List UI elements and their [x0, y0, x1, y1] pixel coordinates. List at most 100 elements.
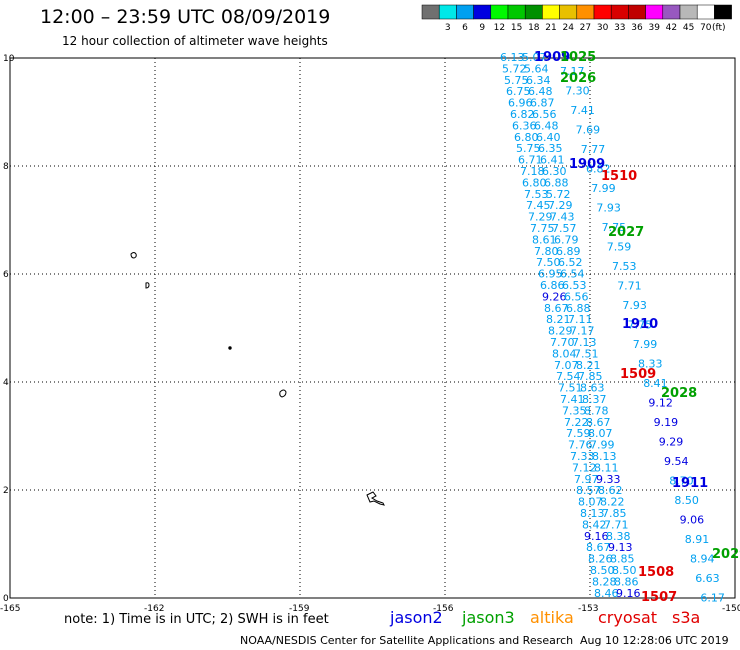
wave-height-label: 8.22: [600, 496, 625, 509]
pass-time-label: 1508: [638, 565, 674, 580]
observation-track: 6.135.075.725.645.756.346.756.486.966.87…: [500, 50, 740, 605]
legend-label: 6: [462, 23, 468, 33]
wave-height-label: 6.87: [530, 97, 555, 110]
wave-height-label: 8.61: [532, 233, 557, 246]
pass-time-label: 1911: [672, 476, 708, 491]
wave-height-label: 6.35: [538, 142, 563, 155]
wave-height-label: 7.30: [565, 85, 590, 98]
wave-height-label: 8.26: [588, 553, 613, 566]
wave-height-label: 6.75: [506, 85, 531, 98]
wave-height-label: 8.13: [592, 450, 617, 463]
wave-height-label: 8.04: [552, 347, 577, 360]
legend-label: 24: [562, 23, 574, 33]
wave-height-label: 6.82: [586, 163, 611, 176]
bottom-note: note: 1) Time is in UTC; 2) SWH is in fe…: [64, 612, 329, 627]
wave-height-label: 8.85: [610, 553, 635, 566]
wave-height-label: 9.13: [608, 541, 633, 554]
wave-height-label: 6.80: [522, 176, 547, 189]
wave-height-label: 6.89: [556, 245, 581, 258]
wave-height-label: 8.21: [576, 359, 601, 372]
y-tick: 8: [3, 162, 9, 172]
wave-height-label: 5.64: [524, 62, 549, 75]
wave-height-label: 6.80: [514, 131, 539, 144]
sat-jason2: jason2: [390, 608, 443, 627]
wave-height-label: 7.51: [558, 382, 583, 395]
y-tick: 6: [3, 270, 9, 280]
pass-time-label: 2029: [712, 547, 740, 562]
wave-height-label: 7.99: [633, 338, 658, 351]
wave-height-label: 8.63: [580, 382, 605, 395]
grid-lines: [10, 58, 735, 598]
timestamp: Aug 10 12:28:06 UTC 2019: [580, 634, 729, 647]
pass-time-label: 1910: [622, 317, 658, 332]
wave-height-label: 7.54: [556, 370, 581, 383]
pass-time-label: 1025: [560, 50, 596, 65]
wave-height-label: 6.96: [508, 97, 533, 110]
wave-height-label: 6.13: [500, 51, 525, 64]
legend-label: 18: [528, 23, 540, 33]
pass-time-label: 2028: [661, 386, 697, 401]
legend-label: 45: [683, 23, 694, 33]
wave-height-label: 6.86: [540, 279, 565, 292]
wave-height-label: 8.67: [544, 302, 569, 315]
wave-height-label: 8.86: [614, 575, 639, 588]
legend-swatch: [593, 4, 612, 20]
wave-height-label: 6.82: [510, 108, 535, 121]
wave-height-label: 8.33: [638, 358, 663, 371]
wave-height-label: 7.99: [590, 439, 615, 452]
legend-swatch: [507, 4, 526, 20]
wave-height-label: 8.07: [588, 427, 613, 440]
wave-height-label: 6.53: [562, 279, 587, 292]
wave-height-label: 6.88: [566, 302, 591, 315]
y-tick: 10: [3, 54, 15, 64]
wave-height-label: 8.67: [586, 416, 611, 429]
wave-height-label: 7.80: [534, 245, 559, 258]
color-legend: 3 6 9 12 15 18 21 24 27 30 33 36 39 42 45 70 (ft): [421, 4, 732, 33]
legend-swatch: [524, 4, 543, 20]
legend-label: 15: [511, 23, 522, 33]
wave-height-label: 9.16: [616, 587, 641, 600]
wave-height-label: 6.40: [536, 131, 561, 144]
wave-height-label: 5.75: [504, 74, 529, 87]
legend-label: 21: [545, 23, 556, 33]
wave-height-label: 6.34: [526, 74, 551, 87]
wave-height-label: 6.41: [540, 154, 565, 167]
x-tick: -162: [144, 604, 164, 614]
wave-height-label: 9.29: [659, 436, 684, 449]
wave-height-label: 5.75: [516, 142, 541, 155]
wave-height-label: 7.18: [520, 165, 545, 178]
legend-label: 27: [580, 23, 591, 33]
wave-height-label: 7.75: [628, 319, 653, 332]
wave-height-label: 7.50: [536, 256, 561, 269]
wave-height-label: 6.48: [528, 85, 553, 98]
maro-reef: [228, 346, 232, 350]
wave-height-label: 6.56: [532, 108, 557, 121]
y-axis-ticks: 10 8 6 4 2 0: [3, 54, 15, 604]
x-tick: -153: [578, 604, 598, 614]
legend-label: 39: [648, 23, 660, 33]
wave-height-label: 6.63: [695, 572, 720, 585]
wave-height-label: 6.48: [534, 119, 559, 132]
wave-height-label: 5.72: [502, 62, 527, 75]
wave-height-label: 7.35: [562, 404, 587, 417]
wave-height-label: 7.93: [596, 202, 621, 215]
wave-height-label: 9.12: [648, 397, 673, 410]
wave-height-label: 9.06: [680, 514, 705, 527]
wave-height-label: 7.17: [570, 325, 595, 338]
map-frame: [9, 57, 736, 599]
legend-label: 33: [614, 23, 625, 33]
wave-height-label: 7.85: [578, 370, 603, 383]
x-tick: -159: [289, 604, 310, 614]
wave-height-label: 8.41: [643, 377, 668, 390]
y-tick: 0: [3, 594, 9, 604]
wave-height-label: 7.29: [528, 211, 553, 224]
legend-swatch: [490, 4, 509, 20]
wave-height-label: 8.42: [582, 518, 607, 531]
wave-height-label: 8.13: [580, 507, 605, 520]
pass-time-label: 1507: [641, 590, 677, 605]
legend-unit: (ft): [712, 23, 726, 33]
legend-swatch: [559, 4, 578, 20]
wave-height-label: 7.76: [568, 439, 593, 452]
credit-line: NOAA/NESDIS Center for Satellite Applica…: [240, 634, 574, 647]
